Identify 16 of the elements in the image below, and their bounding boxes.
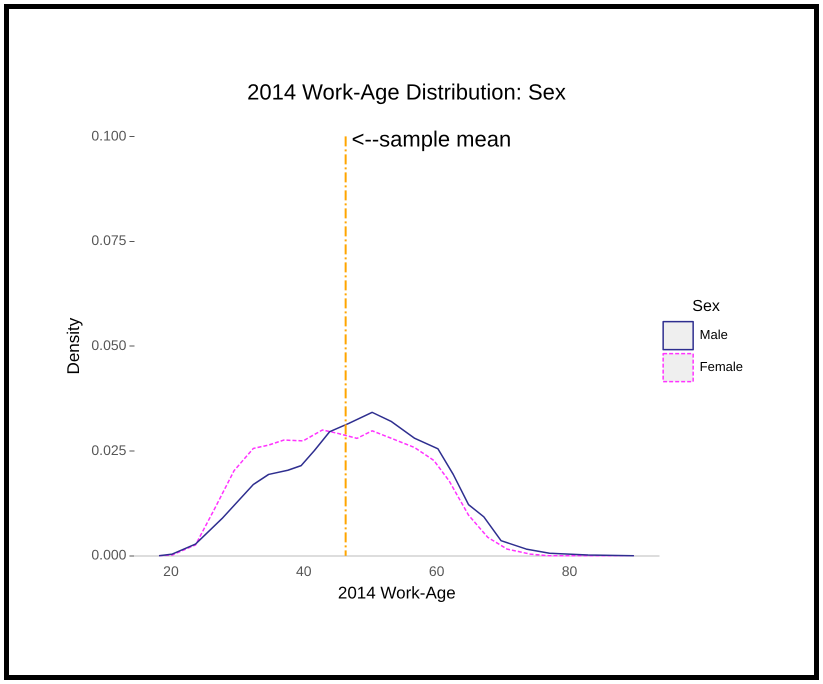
legend-label: Female xyxy=(700,359,744,374)
legend-title: Sex xyxy=(692,298,720,315)
y-axis-title: Density xyxy=(64,317,83,374)
x-tick-label: 60 xyxy=(428,563,445,580)
x-axis-title: 2014 Work-Age xyxy=(338,583,456,602)
legend-label: Male xyxy=(700,327,728,342)
x-tick-label: 20 xyxy=(163,563,179,580)
chart-title: 2014 Work-Age Distribution: Sex xyxy=(247,79,566,104)
y-tick-label: 0.025 xyxy=(91,442,127,458)
y-tick-label: 0.100 xyxy=(91,127,127,144)
y-tick-label: 0.050 xyxy=(91,336,127,353)
x-tick-label: 80 xyxy=(562,563,578,580)
ref-line-label: <--sample mean xyxy=(352,126,512,152)
y-tick-label: 0.000 xyxy=(91,546,127,563)
y-tick-label: 0.075 xyxy=(91,232,127,248)
x-tick-label: 40 xyxy=(296,563,312,580)
